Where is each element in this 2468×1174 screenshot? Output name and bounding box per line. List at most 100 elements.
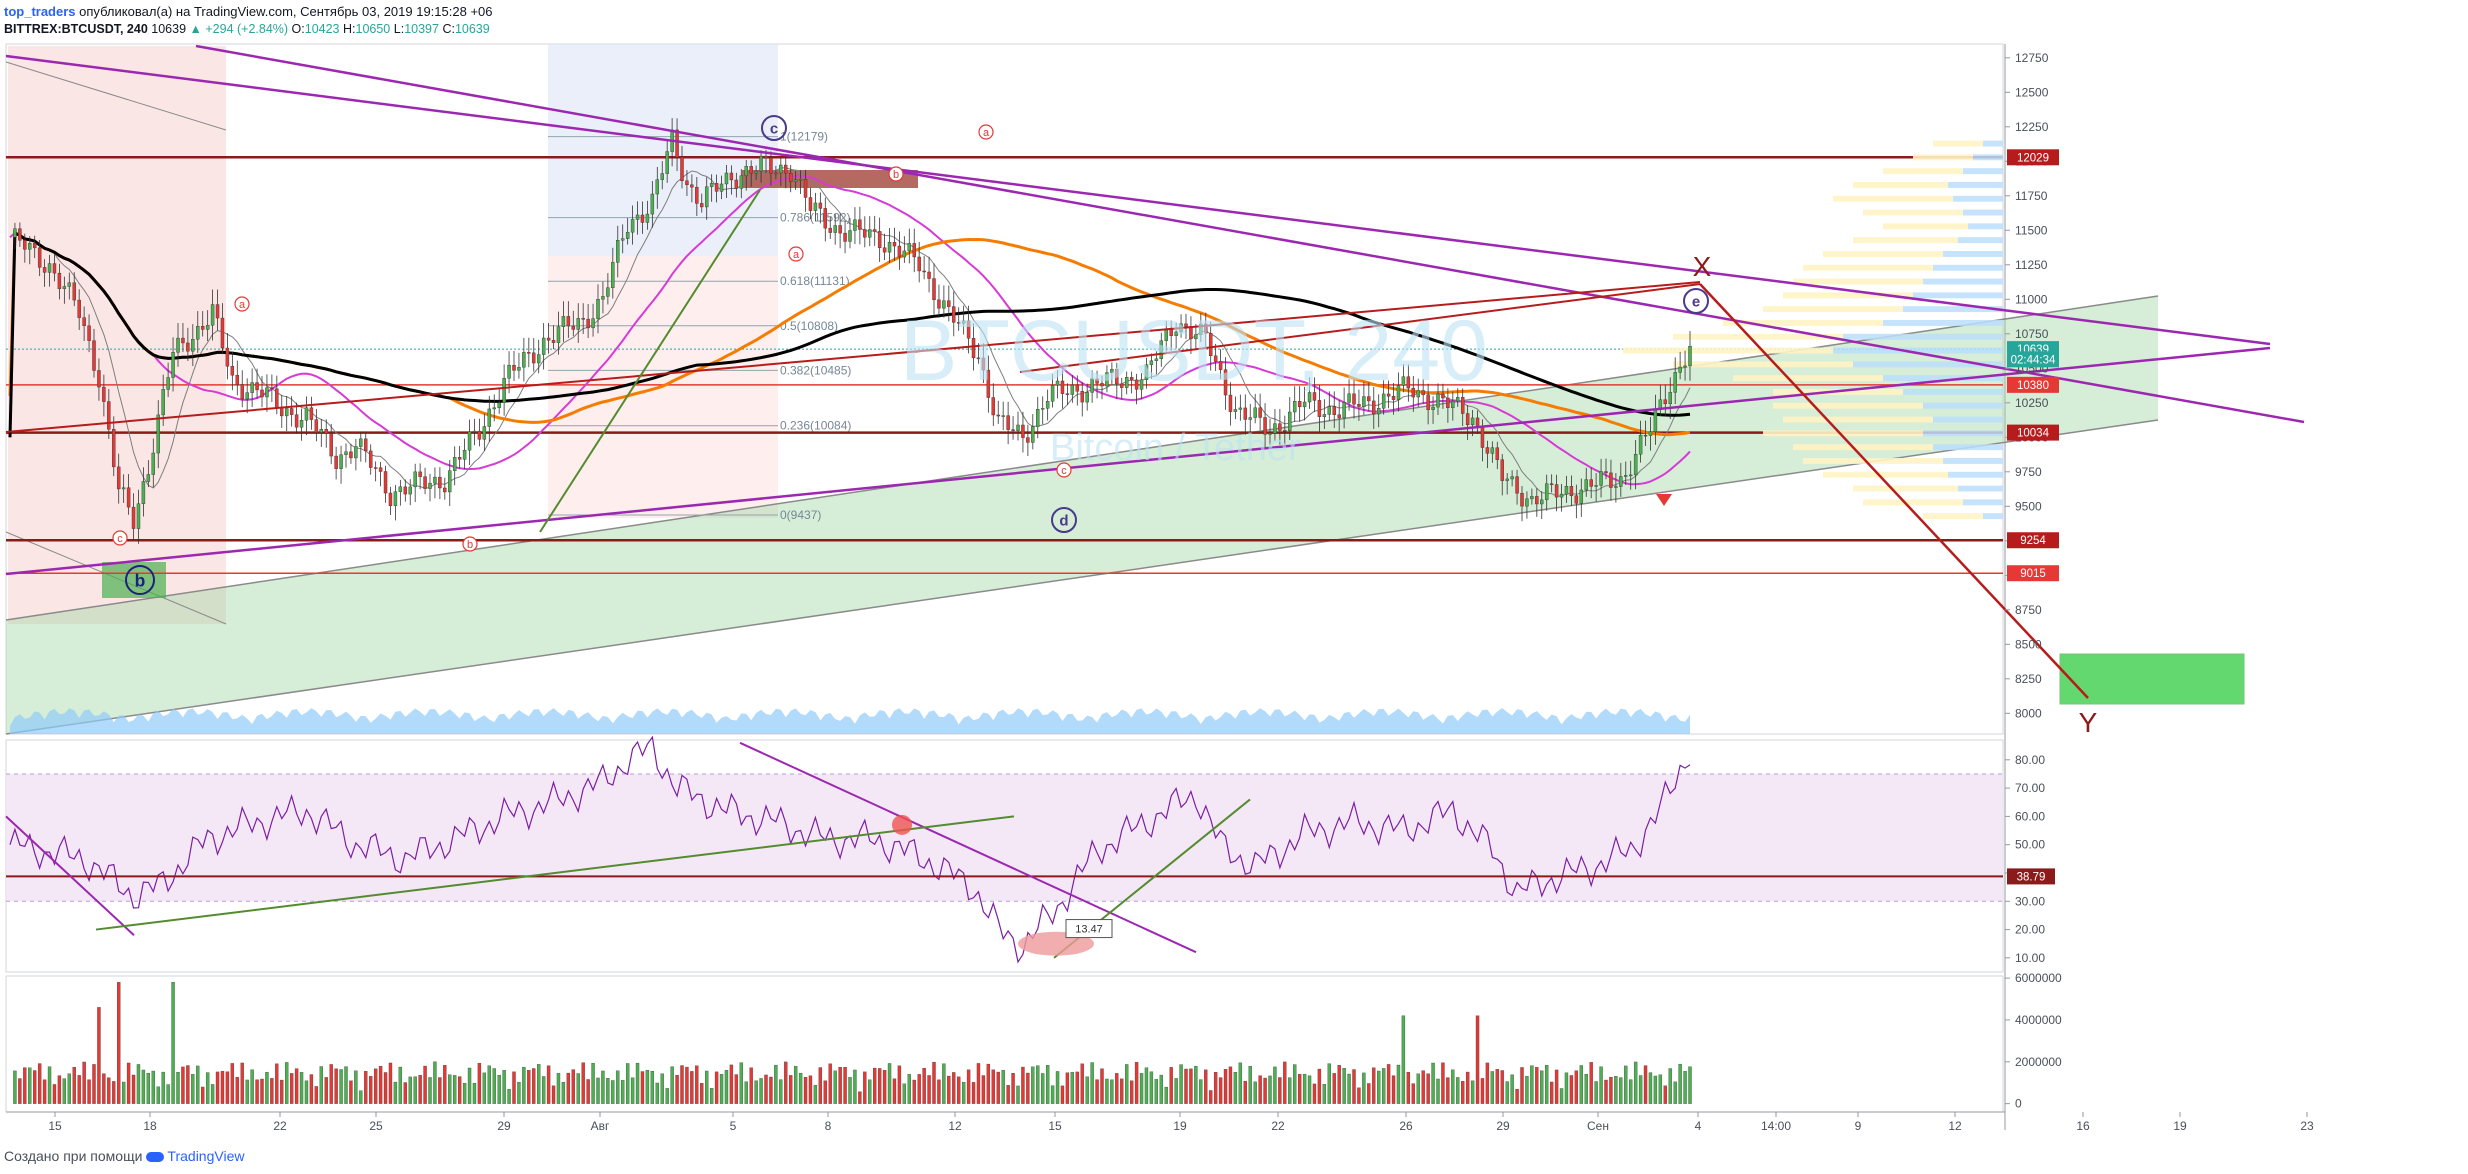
small-wave-circle xyxy=(462,536,478,552)
small-wave-text: b xyxy=(893,169,899,181)
candle-body xyxy=(1446,397,1450,408)
volume-bar xyxy=(1317,1068,1322,1104)
volume-bar xyxy=(1658,1074,1663,1104)
candle-body xyxy=(793,179,798,182)
candle-body xyxy=(1500,459,1504,481)
volume-bar xyxy=(210,1084,215,1104)
upper-left-trendline xyxy=(5,61,227,131)
volume-bar xyxy=(1209,1090,1213,1104)
candle-body xyxy=(1124,377,1129,388)
volume-bar xyxy=(1362,1072,1366,1104)
volume-bar xyxy=(853,1069,857,1104)
volume-bar xyxy=(1614,1076,1618,1104)
volume-bar xyxy=(1431,1062,1435,1104)
volume-bar xyxy=(719,1074,724,1104)
volume-bar xyxy=(838,1067,842,1104)
volume-bar xyxy=(196,1065,200,1104)
volume-profile-bar xyxy=(1833,347,2003,354)
volume-bar xyxy=(260,1078,264,1104)
candle-body xyxy=(630,219,635,233)
candle-body xyxy=(1297,401,1302,408)
candle-body xyxy=(991,397,996,416)
volume-bar xyxy=(1589,1062,1593,1104)
volume-bar xyxy=(759,1078,763,1104)
volume-bar xyxy=(1540,1070,1544,1104)
candle-body xyxy=(823,208,828,229)
candle-body xyxy=(1243,407,1248,420)
candle-body xyxy=(1480,426,1485,448)
candle-body xyxy=(176,337,180,353)
volume-bar xyxy=(754,1080,758,1104)
candle-body xyxy=(270,387,274,389)
volume-bar xyxy=(250,1069,254,1104)
candle-body xyxy=(843,232,847,242)
volume-bar xyxy=(1495,1069,1499,1104)
candle-body xyxy=(571,325,576,330)
candle-body xyxy=(779,164,783,174)
candle-body xyxy=(1451,400,1455,408)
candle-body xyxy=(1110,369,1114,373)
candle-body xyxy=(1213,355,1218,362)
volume-profile-bar xyxy=(1763,306,1903,313)
candle-body xyxy=(146,474,151,482)
volume-bar xyxy=(922,1067,926,1104)
time-tick-label: 12 xyxy=(948,1119,962,1133)
candle-body xyxy=(280,407,284,417)
time-tick-label: 22 xyxy=(1271,1119,1285,1133)
volume-bar xyxy=(1525,1075,1529,1104)
candle-body xyxy=(917,256,921,272)
candle-body xyxy=(912,243,916,258)
candle-body xyxy=(764,155,768,159)
candle-body xyxy=(368,450,373,468)
volume-bar xyxy=(255,1079,259,1104)
author-link[interactable]: top_traders xyxy=(4,4,76,19)
candle-body xyxy=(265,387,269,398)
price-label-text: 02:44:34 xyxy=(2011,354,2056,366)
candle-body xyxy=(1614,486,1618,488)
candle-body xyxy=(171,352,175,378)
candle-body xyxy=(932,278,936,301)
candle-body xyxy=(1322,414,1327,417)
candle-body xyxy=(151,452,156,475)
volume-bar xyxy=(650,1071,655,1104)
volume-bar xyxy=(877,1068,882,1104)
volume-bar xyxy=(1184,1068,1188,1104)
candle-body xyxy=(1238,407,1243,410)
low-label: L: xyxy=(393,22,405,36)
candle-body xyxy=(1159,340,1164,360)
candle-body xyxy=(719,183,724,192)
candle-body xyxy=(695,186,699,204)
candle-body xyxy=(1372,400,1376,415)
price-label-text: 9254 xyxy=(2020,535,2046,547)
volume-bar xyxy=(1011,1073,1015,1104)
candle-body xyxy=(561,316,566,327)
candle-body xyxy=(1569,486,1574,496)
candle-body xyxy=(502,377,506,403)
volume-bar xyxy=(907,1074,911,1104)
candle-body xyxy=(314,419,319,433)
price-tick-label: 11500 xyxy=(2015,223,2048,237)
volume-bar xyxy=(1169,1067,1173,1104)
volume-bar xyxy=(1549,1081,1554,1104)
candle-body xyxy=(255,382,259,391)
candle-body xyxy=(1599,471,1603,486)
volume-profile-bar xyxy=(1723,320,1883,326)
volume-bar xyxy=(398,1066,403,1104)
volume-bar xyxy=(976,1063,981,1104)
volume-bar xyxy=(1559,1088,1564,1104)
rsi-highlight-dot xyxy=(892,814,912,835)
candle-body xyxy=(655,179,660,195)
volume-bar xyxy=(887,1063,892,1104)
volume-bar xyxy=(477,1063,482,1104)
rsi-tick-label: 10.00 xyxy=(2015,951,2045,965)
volume-bar xyxy=(571,1069,575,1104)
tradingview-logo-icon xyxy=(146,1152,165,1163)
candle-body xyxy=(1386,393,1391,397)
small-wave-circle xyxy=(112,530,128,546)
candle-body xyxy=(1604,471,1608,474)
volume-bar xyxy=(1001,1070,1005,1104)
tradingview-link[interactable]: TradingView xyxy=(167,1148,245,1164)
volume-profile-bar xyxy=(1963,168,2003,175)
down-arrow-icon xyxy=(1656,494,1672,506)
